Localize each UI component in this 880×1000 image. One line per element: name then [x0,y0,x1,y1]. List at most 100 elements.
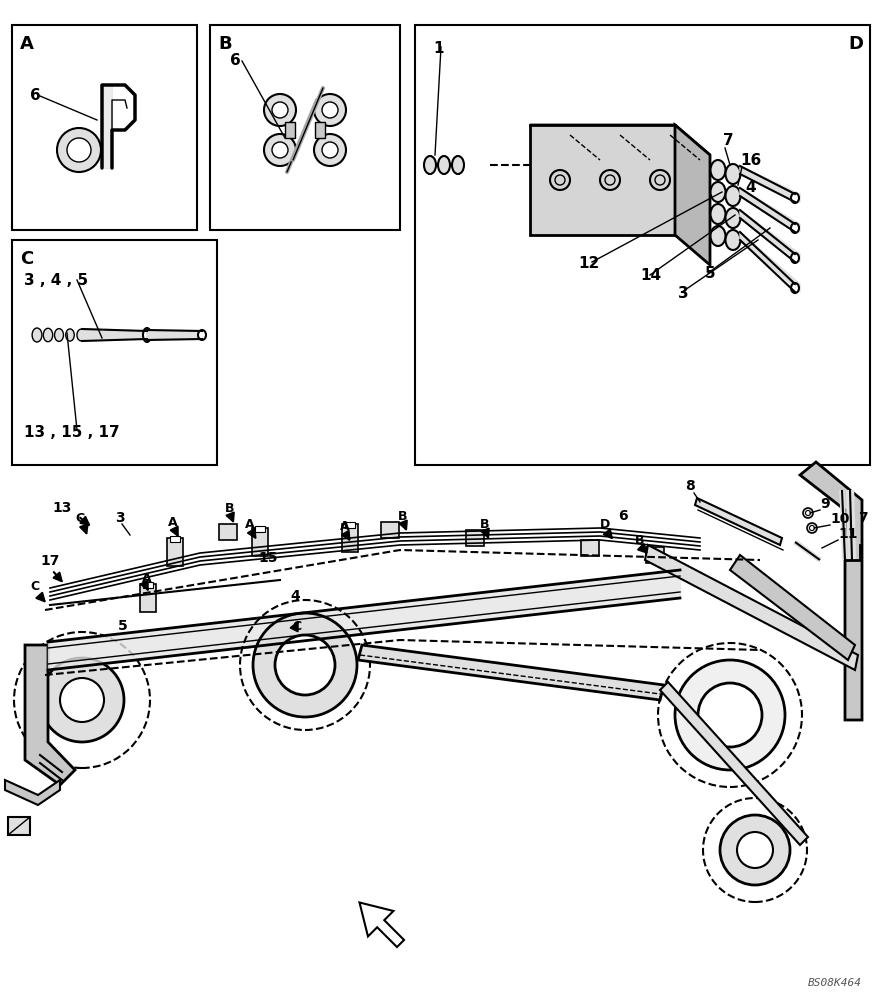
Bar [8,817,30,835]
Text: 9: 9 [820,497,830,511]
Text: 13: 13 [52,501,71,515]
Circle shape [264,134,296,166]
Bar [342,524,358,552]
Polygon shape [5,780,60,805]
Circle shape [272,102,288,118]
Polygon shape [530,125,710,155]
Text: C: C [20,250,33,268]
Bar [143,582,153,588]
Polygon shape [645,545,858,670]
Polygon shape [740,188,800,232]
Bar [170,536,180,542]
Text: 3 , 4 , 5: 3 , 4 , 5 [24,273,88,288]
Polygon shape [740,210,800,262]
Ellipse shape [725,164,740,184]
Circle shape [272,142,288,158]
Polygon shape [730,555,855,660]
Text: 14: 14 [640,268,661,283]
Circle shape [805,510,810,516]
Polygon shape [660,682,808,845]
Text: 13 , 15 , 17: 13 , 15 , 17 [24,425,120,440]
Ellipse shape [725,230,740,250]
Circle shape [67,138,91,162]
Text: 6: 6 [618,509,627,523]
Ellipse shape [424,156,436,174]
Circle shape [57,128,101,172]
Ellipse shape [32,328,42,342]
Text: C: C [30,580,39,593]
Text: 4: 4 [290,589,300,603]
Ellipse shape [438,156,450,174]
Polygon shape [25,645,75,785]
Bar [466,530,484,546]
Bar [581,540,599,556]
Ellipse shape [43,328,53,342]
Text: D: D [600,518,610,531]
Ellipse shape [791,193,799,203]
Ellipse shape [198,330,206,340]
Polygon shape [800,462,862,720]
Text: 4: 4 [745,180,756,195]
Text: A: A [168,516,178,529]
Ellipse shape [791,283,799,293]
Polygon shape [740,232,800,292]
Ellipse shape [66,329,74,341]
Circle shape [675,660,785,770]
Text: 5: 5 [118,619,128,633]
Ellipse shape [77,329,85,341]
Circle shape [60,678,104,722]
Circle shape [253,613,357,717]
Circle shape [737,832,773,868]
Circle shape [807,523,817,533]
Bar [167,538,183,566]
Polygon shape [740,166,800,202]
Bar [381,522,399,538]
Bar [219,524,237,540]
Polygon shape [358,645,664,700]
Circle shape [264,94,296,126]
Text: B: B [480,518,489,531]
Text: B: B [635,534,644,547]
Bar [285,122,295,138]
Circle shape [322,142,338,158]
Text: BS08K464: BS08K464 [808,978,862,988]
Circle shape [810,526,815,530]
Ellipse shape [710,226,725,246]
Text: 7: 7 [858,511,868,525]
Bar [315,122,325,138]
Bar [415,25,870,465]
Polygon shape [82,329,142,341]
Text: C: C [75,512,84,525]
Polygon shape [147,330,202,340]
Text: 3: 3 [678,286,689,301]
Circle shape [314,134,346,166]
Polygon shape [102,85,112,168]
Bar [252,528,268,556]
Text: A: A [20,35,33,53]
Ellipse shape [452,156,464,174]
Text: A: A [340,520,349,533]
Circle shape [698,683,762,747]
Text: A: A [142,572,151,585]
Ellipse shape [710,182,725,202]
Polygon shape [695,498,782,545]
Bar [12,240,217,465]
Text: 10: 10 [830,512,849,526]
Text: 6: 6 [230,53,241,68]
Text: C: C [292,620,301,633]
Polygon shape [360,902,404,947]
Text: B: B [398,510,407,523]
Text: 3: 3 [115,511,125,525]
Circle shape [314,94,346,126]
Circle shape [40,658,124,742]
Text: 12: 12 [578,256,599,271]
Text: 6: 6 [30,88,40,103]
Text: B: B [225,502,234,515]
Text: 15: 15 [258,551,277,565]
Ellipse shape [710,160,725,180]
Ellipse shape [725,208,740,228]
Text: 11: 11 [838,527,857,541]
Bar [646,547,664,563]
Polygon shape [530,125,675,235]
Text: 5: 5 [705,266,715,281]
